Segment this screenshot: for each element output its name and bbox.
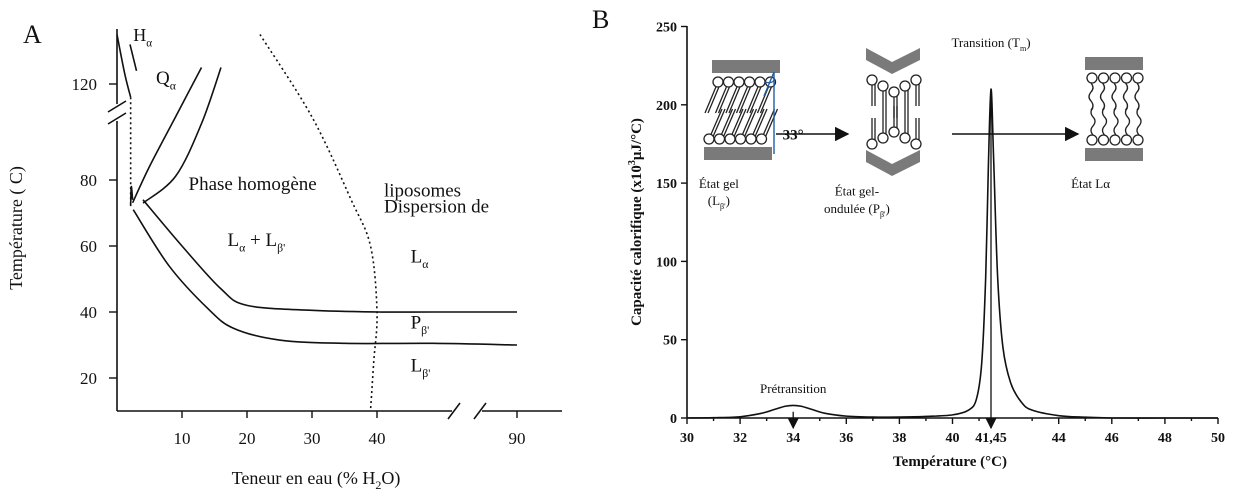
b-x-tick-label: 48 bbox=[1158, 431, 1172, 446]
b-annotation: (Lβ') bbox=[708, 193, 730, 211]
a-x-tick-label: 10 bbox=[174, 429, 191, 448]
b-x-tick-label: 46 bbox=[1105, 431, 1119, 446]
b-tilt-angle-label: 33° bbox=[783, 127, 804, 143]
panel-a-curves bbox=[116, 34, 518, 412]
b-x-tick-label: 32 bbox=[733, 431, 747, 446]
a-region-label: Lβ' bbox=[411, 355, 431, 380]
panel-b-markers bbox=[787, 96, 997, 430]
b-x-tick-label: 40 bbox=[946, 431, 960, 446]
b-annotation: ondulée (Pβ') bbox=[824, 201, 890, 219]
panel-b-series bbox=[686, 88, 1218, 419]
a-y-tick-label: 60 bbox=[80, 237, 97, 256]
panel-a-y-break-mark-1 bbox=[107, 100, 127, 113]
panel-b: B 0 50 100 150 200 250 30 32 34 36 38 40 41,45 44 46 4… bbox=[592, 5, 1225, 470]
b-x-tick-label: 41,45 bbox=[975, 431, 1007, 446]
a-x-tick-label: 40 bbox=[369, 429, 386, 448]
b-x-tick-label: 50 bbox=[1211, 431, 1225, 446]
panel-a-x-break-mark-1 bbox=[447, 402, 461, 420]
b-annotation: État gel bbox=[699, 176, 739, 191]
a-region-label: Qα bbox=[156, 68, 176, 93]
a-region-label: Lα + Lβ' bbox=[228, 230, 286, 255]
panel-a-y-axis-label: Température ( C) bbox=[6, 166, 27, 290]
panel-a-x-break-mark-2 bbox=[473, 402, 487, 420]
a-y-tick-label: 80 bbox=[80, 171, 97, 190]
panel-b-y-axis-label: Capacité calorifique (x103μJ/°C) bbox=[627, 118, 645, 326]
panel-a-x-ticks: 10 20 30 40 90 bbox=[174, 411, 526, 448]
fluid-state-bilayer-icon bbox=[1085, 57, 1144, 161]
panel-b-annotations: Prétransition Transition (Tm) État gel (Lβ'… bbox=[699, 35, 1110, 396]
b-annotation: Transition (Tm) bbox=[951, 35, 1030, 53]
b-x-tick-label: 30 bbox=[680, 431, 694, 446]
a-x-tick-label: 30 bbox=[304, 429, 321, 448]
b-y-tick-label: 200 bbox=[656, 99, 677, 114]
a-boundary-5 bbox=[142, 199, 517, 313]
a-x-tick-label: 20 bbox=[239, 429, 256, 448]
a-region-label: Lα bbox=[411, 247, 429, 272]
b-y-tick-label: 250 bbox=[656, 21, 677, 36]
a-boundary-1 bbox=[116, 34, 132, 98]
a-y-tick-label: 40 bbox=[80, 303, 97, 322]
a-region-label: Pβ' bbox=[411, 313, 430, 338]
panel-a-y-break-mark-2 bbox=[107, 112, 127, 125]
b-annotation: Prétransition bbox=[760, 381, 827, 396]
rippled-gel-bilayer-icon bbox=[866, 48, 922, 176]
b-y-tick-label: 150 bbox=[656, 177, 677, 192]
panel-b-y-ticks: 0 50 100 150 200 250 bbox=[656, 21, 687, 427]
a-region-label: Dispersion de bbox=[384, 197, 489, 218]
a-x-tick-label: 90 bbox=[509, 429, 526, 448]
gel-state-bilayer-icon bbox=[703, 60, 780, 160]
panel-a-x-axis-label: Teneur en eau (% H2O) bbox=[232, 468, 401, 492]
panel-a-label: A bbox=[23, 20, 42, 49]
a-boundary-2 bbox=[129, 185, 134, 207]
b-x-tick-label: 34 bbox=[786, 431, 800, 446]
a-boundary-3 bbox=[131, 67, 203, 204]
b-y-tick-label: 50 bbox=[663, 334, 677, 349]
b-annotation: État Lα bbox=[1071, 176, 1110, 191]
panel-b-label: B bbox=[592, 5, 609, 34]
b-y-tick-label: 100 bbox=[656, 255, 677, 270]
panel-b-x-axis-label: Température (°C) bbox=[893, 454, 1007, 470]
a-y-tick-label: 120 bbox=[72, 75, 98, 94]
a-boundary-4 bbox=[142, 67, 222, 204]
panel-b-x-ticks: 30 32 34 36 38 40 41,45 44 46 48 50 bbox=[680, 418, 1225, 446]
b-heat-capacity-curve bbox=[686, 88, 1218, 419]
a-boundary-0 bbox=[129, 44, 138, 71]
a-region-label: Phase homogène bbox=[189, 174, 317, 195]
a-boundary-7 bbox=[259, 34, 378, 412]
b-annotation: État gel- bbox=[835, 184, 879, 199]
panel-a-y-ticks: 20 40 60 80 120 bbox=[72, 75, 117, 388]
b-y-tick-label: 0 bbox=[670, 412, 677, 427]
a-y-tick-label: 20 bbox=[80, 369, 97, 388]
a-region-label: liposomes bbox=[384, 181, 461, 202]
b-x-tick-label: 38 bbox=[892, 431, 906, 446]
a-region-label: Hα bbox=[133, 25, 152, 49]
a-boundary-6 bbox=[132, 209, 518, 346]
b-x-tick-label: 44 bbox=[1052, 431, 1066, 446]
b-x-tick-label: 36 bbox=[839, 431, 853, 446]
